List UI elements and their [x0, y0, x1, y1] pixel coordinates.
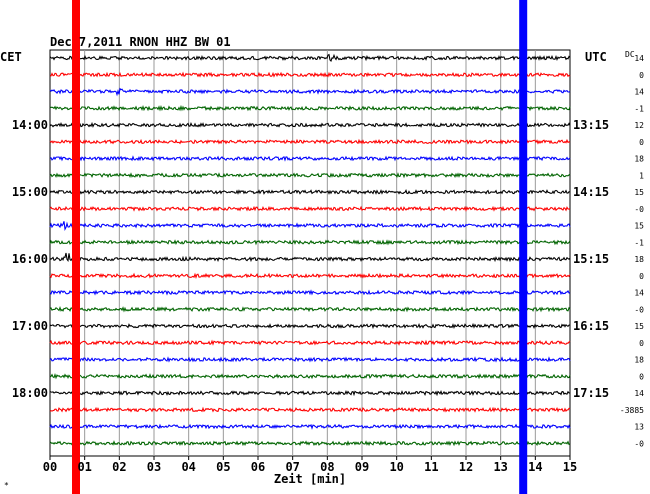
dc-offset-labels: 14 0 14 -1 12 0 18 1 15 -0 15 -1 18 0 14 -0 15 0 18 0 14 -388…: [620, 54, 644, 448]
seismic-trace: [49, 205, 571, 212]
dc-offset-label: 18: [634, 255, 644, 264]
left-hour-label: 17:00: [12, 319, 48, 333]
left-timezone-label: CET: [0, 50, 22, 64]
dc-offset-label: 12: [634, 121, 644, 130]
dc-offset-label: 0: [639, 339, 644, 348]
dc-offset-label: -0: [634, 205, 644, 214]
x-tick-label: 15: [563, 460, 577, 474]
dc-offset-label: 13: [634, 423, 644, 432]
plot-frame: [49, 49, 571, 457]
seismic-trace: [49, 440, 571, 447]
x-tick-label: 04: [181, 460, 195, 474]
dc-offset-label: 14: [634, 389, 644, 398]
seismic-trace: [49, 372, 571, 380]
left-hour-label: 18:00: [12, 386, 48, 400]
right-timezone-label: UTC: [585, 50, 607, 64]
x-axis-ticks: 00 01 02 03 04 05 06 07 08 09 10 11 12 13 14 15: [43, 456, 577, 474]
dc-offset-label: -0: [634, 439, 644, 448]
dc-offset-label: 14: [634, 54, 644, 63]
seismic-trace: [49, 87, 571, 97]
x-tick-label: 08: [320, 460, 334, 474]
seismic-trace: [49, 121, 571, 129]
x-tick-label: 11: [424, 460, 438, 474]
right-hour-labels: 13:15 14:15 15:15 16:15 17:15: [573, 118, 609, 400]
dc-offset-label: -0: [634, 305, 644, 314]
plot-grid: [49, 49, 571, 457]
dc-offset-label: 14: [634, 289, 644, 298]
x-tick-label: 14: [528, 460, 542, 474]
seismic-trace: [49, 390, 571, 397]
x-tick-label: 03: [147, 460, 161, 474]
x-tick-label: 00: [43, 460, 57, 474]
seismic-traces: [49, 53, 571, 447]
dc-offset-label: 0: [639, 138, 644, 147]
footnote-mark: *: [4, 481, 9, 490]
x-tick-label: 01: [77, 460, 91, 474]
seismic-trace: [49, 71, 571, 78]
seismic-trace: [49, 189, 571, 195]
right-hour-label: 17:15: [573, 386, 609, 400]
left-hour-label: 15:00: [12, 185, 48, 199]
dc-offset-label: 18: [634, 356, 644, 365]
seismic-trace: [49, 221, 571, 232]
time-marker-bar: [72, 0, 80, 494]
dc-offset-label: 0: [639, 272, 644, 281]
seismic-trace: [49, 252, 571, 263]
dc-offset-label: 15: [634, 188, 644, 197]
time-markers: [72, 0, 528, 494]
dc-offset-label: -1: [634, 238, 644, 247]
seismic-trace: [49, 155, 571, 162]
x-tick-label: 05: [216, 460, 230, 474]
chart-title: Dec 7,2011 RNON HHZ BW 01: [50, 35, 231, 49]
seismic-trace: [49, 322, 571, 330]
x-tick-label: 10: [389, 460, 403, 474]
seismic-trace: [49, 138, 571, 145]
x-tick-label: 13: [493, 460, 507, 474]
dc-offset-label: 14: [634, 88, 644, 97]
x-tick-label: 02: [112, 460, 126, 474]
seismic-trace: [49, 306, 571, 313]
dc-offset-label: 15: [634, 222, 644, 231]
x-tick-label: 07: [285, 460, 299, 474]
seismic-trace: [49, 289, 571, 296]
x-tick-label: 09: [355, 460, 369, 474]
seismic-trace: [49, 406, 571, 413]
right-hour-label: 13:15: [573, 118, 609, 132]
seismic-trace: [49, 239, 571, 246]
right-hour-label: 15:15: [573, 252, 609, 266]
seismic-trace: [49, 172, 571, 179]
x-tick-label: 12: [459, 460, 473, 474]
left-hour-label: 14:00: [12, 118, 48, 132]
dc-offset-label: -1: [634, 104, 644, 113]
dc-offset-label: 0: [639, 71, 644, 80]
dc-offset-label: 18: [634, 155, 644, 164]
seismic-trace: [49, 356, 571, 363]
time-marker-bar: [519, 0, 528, 494]
x-tick-label: 06: [251, 460, 265, 474]
dc-offset-label: -3885: [620, 406, 644, 415]
left-hour-label: 16:00: [12, 252, 48, 266]
seismic-trace: [49, 272, 571, 279]
left-hour-labels: 14:00 15:00 16:00 17:00 18:00: [12, 118, 48, 400]
dc-offset-label: 1: [639, 171, 644, 180]
x-axis-label: Zeit [min]: [274, 472, 346, 486]
right-hour-label: 14:15: [573, 185, 609, 199]
dc-offset-label: 15: [634, 322, 644, 331]
seismic-trace: [49, 423, 571, 430]
dc-header-label: DC: [625, 50, 635, 59]
seismic-trace: [49, 53, 571, 62]
dc-offset-label: 0: [639, 372, 644, 381]
right-hour-label: 16:15: [573, 319, 609, 333]
seismic-trace: [49, 339, 571, 346]
seismic-trace: [49, 104, 571, 112]
